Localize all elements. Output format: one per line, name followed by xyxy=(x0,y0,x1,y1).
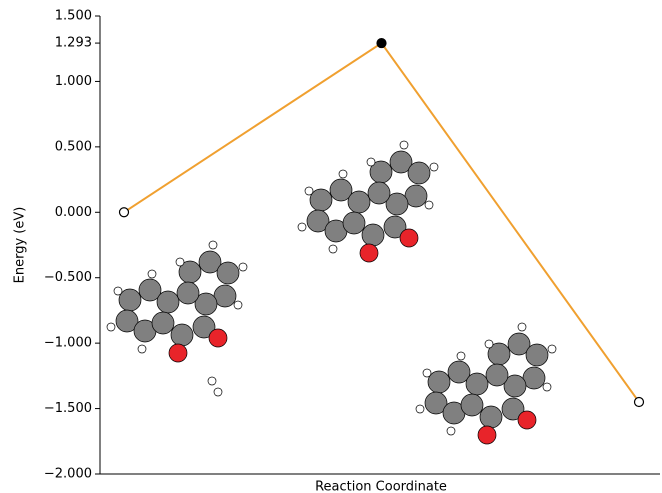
molecule-reactant xyxy=(106,240,248,397)
y-tick-label: −0.500 xyxy=(44,270,92,285)
y-tick-label: 0.000 xyxy=(55,205,92,220)
y-axis-label: Energy (eV) xyxy=(13,207,28,284)
y-tick-label: 0.500 xyxy=(55,139,92,154)
y-tick-label: 1.000 xyxy=(55,74,92,89)
y-tick-label: −1.000 xyxy=(44,336,92,351)
y-tick-label: −2.000 xyxy=(44,467,92,482)
molecule-transition xyxy=(297,140,439,263)
marker xyxy=(118,207,130,218)
y-tick-label: −1.500 xyxy=(44,401,92,416)
energy-line xyxy=(123,41,640,403)
y-tick-label: 1.293 xyxy=(55,36,92,51)
marker xyxy=(633,396,645,408)
molecule-product xyxy=(415,322,557,445)
marker xyxy=(376,37,387,49)
y-tick-label: 1.500 xyxy=(55,9,92,24)
x-axis-label: Reaction Coordinate xyxy=(315,480,447,493)
